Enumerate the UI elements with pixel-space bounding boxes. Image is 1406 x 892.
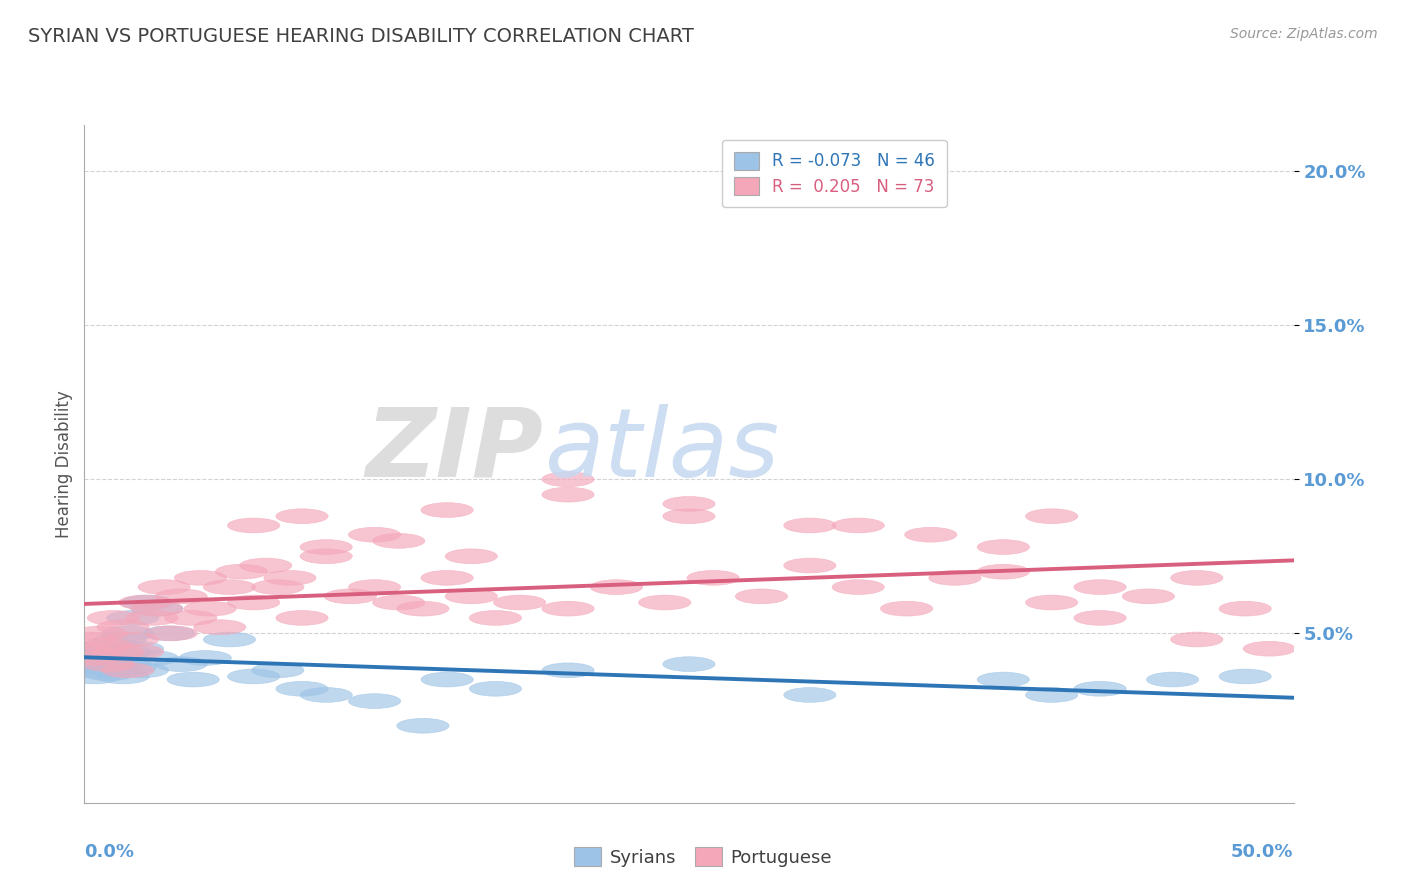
- Text: ZIP: ZIP: [366, 404, 544, 497]
- Y-axis label: Hearing Disability: Hearing Disability: [55, 390, 73, 538]
- Legend: R = -0.073   N = 46, R =  0.205   N = 73: R = -0.073 N = 46, R = 0.205 N = 73: [723, 140, 946, 207]
- Legend: Syrians, Portuguese: Syrians, Portuguese: [567, 840, 839, 874]
- Text: atlas: atlas: [544, 404, 779, 497]
- Text: 0.0%: 0.0%: [84, 843, 135, 861]
- Text: 50.0%: 50.0%: [1232, 843, 1294, 861]
- Text: SYRIAN VS PORTUGUESE HEARING DISABILITY CORRELATION CHART: SYRIAN VS PORTUGUESE HEARING DISABILITY …: [28, 27, 695, 45]
- Text: Source: ZipAtlas.com: Source: ZipAtlas.com: [1230, 27, 1378, 41]
